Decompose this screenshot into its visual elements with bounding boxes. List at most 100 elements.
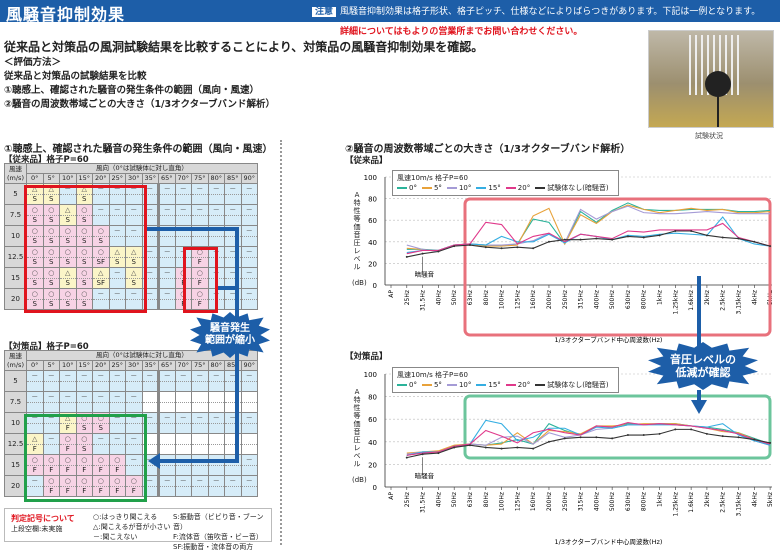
svg-text:630Hz: 630Hz bbox=[625, 290, 632, 309]
intro-text: 従来品と対策品の風洞試験結果を比較することにより、対策品の風騒音抑制効果を確認。 bbox=[4, 40, 484, 54]
method-line: ①聴感上、確認された騒音の発生条件の範囲（風向・風速） bbox=[4, 85, 260, 96]
chart2-label: 【対策品】 bbox=[345, 352, 388, 362]
result-cell: ○ S bbox=[26, 267, 44, 289]
result-cell: － bbox=[240, 267, 258, 289]
svg-text:250Hz: 250Hz bbox=[562, 492, 569, 511]
svg-text:400Hz: 400Hz bbox=[593, 492, 600, 511]
section2-title: ②騒音の周波数帯域ごとの大きさ（1/3オクターブバンド解析） bbox=[345, 144, 631, 155]
svg-text:20: 20 bbox=[368, 461, 377, 469]
svg-text:4kHz: 4kHz bbox=[751, 290, 758, 305]
methods-heading: ＜評価方法＞ bbox=[4, 57, 62, 68]
speed-cell: 10 bbox=[4, 225, 27, 247]
result-cell: － bbox=[92, 391, 110, 413]
result-cell: － bbox=[42, 391, 60, 413]
result-cell: ○ S bbox=[92, 412, 110, 434]
result-cell: － bbox=[174, 183, 192, 205]
legend-title: 判定記号について bbox=[11, 514, 75, 523]
countermeasure-highlight bbox=[24, 414, 147, 502]
result-cell bbox=[191, 433, 209, 455]
svg-text:630Hz: 630Hz bbox=[625, 492, 632, 511]
result-cell: ○ S bbox=[26, 246, 44, 268]
result-cell bbox=[174, 433, 192, 455]
result-cell: △ S bbox=[26, 183, 44, 205]
svg-text:50Hz: 50Hz bbox=[451, 492, 458, 507]
svg-text:40Hz: 40Hz bbox=[435, 290, 442, 305]
evaluation-methods: ＜評価方法＞ 従来品と対策品の試験結果を比較 ①聴感上、確認された騒音の発生条件… bbox=[4, 56, 275, 112]
result-cell: － bbox=[125, 454, 143, 476]
svg-text:40: 40 bbox=[368, 239, 377, 247]
svg-text:1.25kHz: 1.25kHz bbox=[672, 492, 679, 517]
legend-item: 5° bbox=[421, 381, 442, 389]
angle-header: 85° bbox=[224, 173, 242, 184]
legend-item: 試験体なし(暗騒音) bbox=[535, 380, 609, 390]
speed-cell: 5 bbox=[4, 370, 27, 392]
result-cell: ○ S bbox=[59, 288, 77, 310]
table-row: 20 － ○ F ○ F ○ F ○ F ○ F ○ F － － － － － － － bbox=[4, 475, 258, 497]
legend-item: △:聞こえるが音が小さい bbox=[93, 523, 171, 531]
callout-line: 低減が確認 bbox=[675, 366, 731, 379]
result-cell: － bbox=[191, 204, 209, 226]
result-cell bbox=[240, 433, 258, 455]
svg-text:1kHz: 1kHz bbox=[657, 290, 664, 305]
result-cell: － bbox=[240, 412, 258, 434]
angle-header: 20° bbox=[92, 173, 110, 184]
svg-text:1.6kHz: 1.6kHz bbox=[688, 492, 695, 513]
result-cell: － bbox=[125, 288, 143, 310]
arrow-left-icon bbox=[148, 453, 160, 469]
svg-text:63Hz: 63Hz bbox=[467, 290, 474, 305]
speed-cell: 15 bbox=[4, 454, 27, 476]
angle-header: 5° bbox=[42, 360, 60, 371]
speed-cell: 20 bbox=[4, 288, 27, 310]
angle-header: 0° bbox=[26, 173, 44, 184]
result-cell bbox=[174, 391, 192, 413]
svg-text:2.5kHz: 2.5kHz bbox=[720, 492, 727, 513]
method-line: 従来品と対策品の試験結果を比較 bbox=[4, 71, 147, 82]
svg-text:25Hz: 25Hz bbox=[404, 290, 411, 305]
conventional-highlight-f bbox=[183, 247, 218, 313]
result-cell: － bbox=[125, 370, 143, 392]
result-cell: － bbox=[207, 412, 225, 434]
result-cell bbox=[191, 391, 209, 413]
method-line: ②騒音の周波数帯域ごとの大きさ（1/3オクターブバンド解析） bbox=[4, 99, 275, 110]
svg-text:40Hz: 40Hz bbox=[435, 492, 442, 507]
result-cell: ○ F bbox=[108, 454, 126, 476]
result-cell bbox=[157, 433, 176, 455]
result-cell: － bbox=[240, 246, 258, 268]
y-axis-label: A 特性等価音圧レベル (dB) bbox=[352, 388, 367, 484]
svg-text:2kHz: 2kHz bbox=[704, 492, 711, 507]
angle-header: 30° bbox=[125, 173, 143, 184]
speed-cell: 12.5 bbox=[4, 433, 27, 455]
angle-header: 75° bbox=[191, 173, 209, 184]
countermeasure-table: 風速 (m/s) 風向（0°は試験体に対し直角） 0° 5° 10° 15° 20° 25° 30… bbox=[4, 350, 258, 497]
result-cell: － bbox=[92, 370, 110, 392]
result-cell: － bbox=[59, 370, 77, 392]
svg-text:800Hz: 800Hz bbox=[641, 492, 648, 511]
result-cell: － bbox=[174, 454, 192, 476]
callout-line: 音圧レベルの bbox=[670, 353, 736, 366]
angle-header: 30° bbox=[125, 360, 143, 371]
svg-text:5kHz: 5kHz bbox=[767, 492, 774, 507]
svg-text:315Hz: 315Hz bbox=[578, 290, 585, 309]
result-cell: － bbox=[42, 370, 60, 392]
result-cell: － bbox=[174, 475, 192, 497]
table-row: 10 － － △ F ○ S ○ S － － － － － － － － － bbox=[4, 412, 258, 434]
speed-cell: 7.5 bbox=[4, 391, 27, 413]
result-cell: － bbox=[191, 454, 209, 476]
chart1-label: 【従来品】 bbox=[345, 156, 388, 166]
result-cell: － bbox=[224, 475, 242, 497]
section1-title: ①聴感上、確認された騒音の発生条件の範囲（風向・風速） bbox=[4, 144, 273, 155]
legend-item: 10° bbox=[446, 184, 471, 192]
result-cell: － bbox=[108, 370, 126, 392]
svg-text:125Hz: 125Hz bbox=[514, 290, 521, 309]
svg-text:AP: AP bbox=[388, 492, 395, 500]
result-cell: － bbox=[224, 204, 242, 226]
svg-text:100Hz: 100Hz bbox=[499, 290, 506, 309]
svg-text:1/3オクターブバンド中心周波数(Hz): 1/3オクターブバンド中心周波数(Hz) bbox=[555, 537, 663, 546]
result-cell: － bbox=[92, 433, 110, 455]
legend-item: 15° bbox=[476, 381, 501, 389]
result-cell: ○ SF bbox=[92, 246, 110, 268]
svg-text:60: 60 bbox=[368, 416, 377, 424]
section-divider bbox=[280, 140, 282, 545]
svg-text:80Hz: 80Hz bbox=[483, 492, 490, 507]
result-cell: △ S bbox=[125, 246, 143, 268]
